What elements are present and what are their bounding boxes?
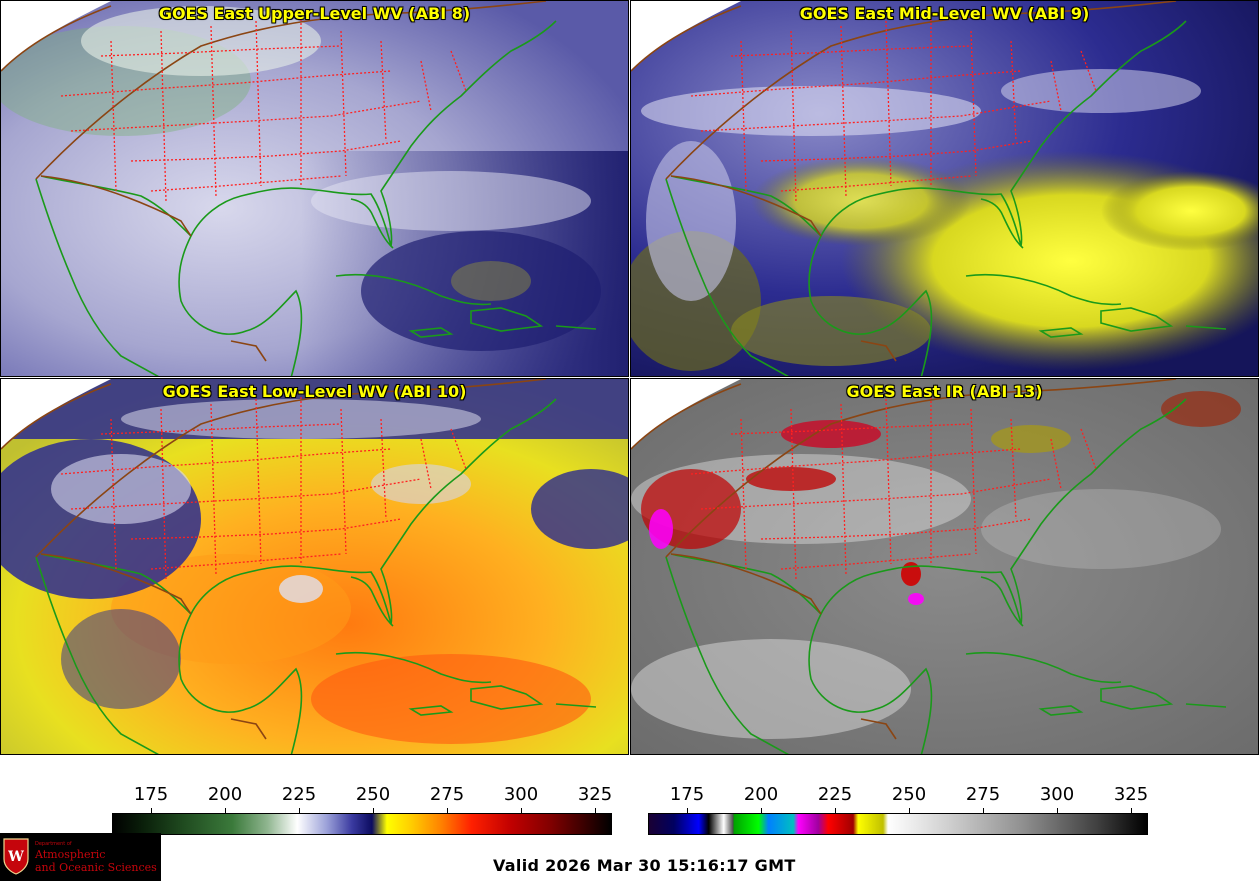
panel-title: GOES East Mid-Level WV (ABI 9) bbox=[799, 4, 1090, 23]
colorbar-wv-tick: 275 bbox=[429, 784, 465, 805]
colorbar-wv-tick: 325 bbox=[577, 784, 613, 805]
panel-ir: GOES East IR (ABI 13) bbox=[630, 378, 1259, 755]
satellite-image-mid-wv bbox=[631, 1, 1258, 376]
department-logo: W Department of Atmospheric and Oceanic … bbox=[0, 833, 161, 881]
colorbar-wv-tickmark bbox=[595, 808, 596, 814]
valid-time: Valid 2026 Mar 30 15:16:17 GMT bbox=[493, 856, 796, 875]
colorbar-wv-tickmark bbox=[225, 808, 226, 814]
colorbar-ir-tick: 225 bbox=[817, 784, 853, 805]
colorbar-wv-tickmark bbox=[299, 808, 300, 814]
colorbar-wv-tickmark bbox=[521, 808, 522, 814]
svg-text:W: W bbox=[7, 849, 24, 865]
colorbar-ir-tick: 300 bbox=[1039, 784, 1075, 805]
logo-line-2: and Oceanic Sciences bbox=[35, 861, 157, 874]
uw-crest-icon: W bbox=[3, 838, 29, 875]
colorbar-ir-tickmark bbox=[909, 808, 910, 814]
colorbar-ir-tick: 325 bbox=[1113, 784, 1149, 805]
colorbar-wv-tick: 200 bbox=[207, 784, 243, 805]
colorbar-wv-tick: 175 bbox=[133, 784, 169, 805]
colorbar-ir-tick: 175 bbox=[669, 784, 705, 805]
colorbar-ir-tickmark bbox=[687, 808, 688, 814]
panel-title: GOES East Low-Level WV (ABI 10) bbox=[162, 382, 467, 401]
colorbar-wv-tick: 250 bbox=[355, 784, 391, 805]
panel-upper-level-wv: GOES East Upper-Level WV (ABI 8) bbox=[0, 0, 629, 377]
logo-department: Department of bbox=[35, 841, 72, 847]
panel-low-level-wv: GOES East Low-Level WV (ABI 10) bbox=[0, 378, 629, 755]
panel-title: GOES East IR (ABI 13) bbox=[846, 382, 1043, 401]
colorbar-wv-tickmark bbox=[151, 808, 152, 814]
colorbar-wv-tick: 300 bbox=[503, 784, 539, 805]
satellite-image-low-wv bbox=[1, 379, 628, 754]
colorbar-ir-tickmark bbox=[761, 808, 762, 814]
panel-title: GOES East Upper-Level WV (ABI 8) bbox=[158, 4, 471, 23]
logo-line-1: Atmospheric bbox=[35, 848, 106, 861]
colorbar-ir-tickmark bbox=[1131, 808, 1132, 814]
satellite-image-ir bbox=[631, 379, 1258, 754]
colorbar-wv bbox=[112, 813, 612, 835]
colorbar-ir-tick: 200 bbox=[743, 784, 779, 805]
colorbar-ir-tickmark bbox=[1057, 808, 1058, 814]
colorbar-wv-tickmark bbox=[373, 808, 374, 814]
colorbar-ir-tickmark bbox=[983, 808, 984, 814]
colorbar-ir-tick: 275 bbox=[965, 784, 1001, 805]
colorbar-ir-tick: 250 bbox=[891, 784, 927, 805]
panel-mid-level-wv: GOES East Mid-Level WV (ABI 9) bbox=[630, 0, 1259, 377]
colorbar-ir-tickmark bbox=[835, 808, 836, 814]
colorbar-ir bbox=[648, 813, 1148, 835]
satellite-image-upper-wv bbox=[1, 1, 628, 376]
colorbar-wv-tick: 225 bbox=[281, 784, 317, 805]
colorbar-wv-tickmark bbox=[447, 808, 448, 814]
